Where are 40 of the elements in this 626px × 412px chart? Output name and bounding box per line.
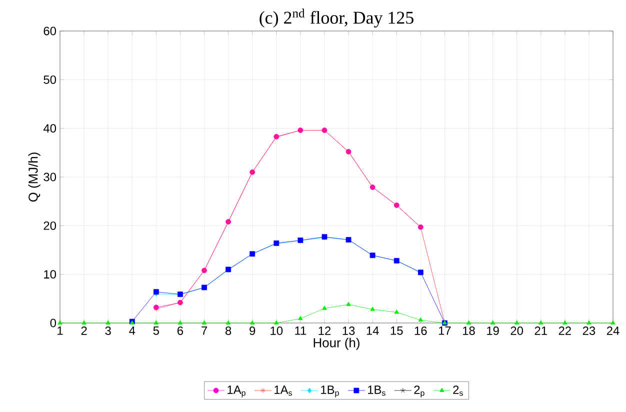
y-tick-label: 50 [44, 75, 56, 84]
x-tick-label: 21 [534, 326, 547, 335]
y-tick-label: 30 [44, 172, 56, 182]
x-tick-label: 14 [366, 326, 379, 335]
x-tick-label: 10 [270, 326, 283, 335]
y-axis-title: Q (MJ/h) [28, 152, 40, 202]
x-tick-label: 8 [226, 326, 232, 335]
y-tick-label: 0 [50, 318, 56, 328]
x-tick-label: 18 [463, 326, 475, 335]
x-tick-label: 17 [438, 326, 451, 335]
x-tick-label: 12 [318, 326, 331, 335]
x-tick-label: 15 [390, 326, 403, 335]
chart-title: (c) 2$^{nd}$ floor, Day 125 [260, 8, 414, 28]
x-tick-label: 4 [129, 326, 136, 335]
y-tick-label: 20 [44, 221, 56, 230]
y-tick-label: 60 [44, 26, 56, 36]
x-tick-label: 19 [487, 326, 499, 335]
x-axis-title: Hour (h) [314, 338, 360, 350]
y-tick-label: 10 [44, 270, 56, 279]
x-tick-label: 20 [510, 326, 524, 335]
x-tick-label: 11 [295, 326, 306, 335]
x-tick-label: 6 [178, 326, 184, 335]
y-tick-label: 40 [43, 124, 56, 133]
x-tick-label: 1 [58, 326, 63, 335]
x-tick-label: 9 [250, 326, 256, 335]
x-tick-label: 7 [202, 326, 207, 335]
legend-label: 1A$_{s}$ [274, 386, 292, 396]
legend-label: 1B$_{p}$ [321, 386, 339, 398]
x-tick-label: 2 [81, 326, 87, 335]
legend-label: 2$_{s}$ [453, 386, 463, 396]
x-tick-label: 16 [414, 326, 427, 335]
x-tick-label: 5 [153, 326, 159, 335]
x-tick-label: 3 [105, 326, 111, 335]
x-tick-label: 23 [582, 326, 596, 335]
legend-label: 1A$_{p}$ [228, 386, 246, 398]
x-tick-label: 24 [606, 326, 620, 335]
legend-label: 2$_{p}$ [414, 386, 424, 398]
x-tick-label: 13 [342, 326, 355, 335]
legend-label: 1B$_{s}$ [368, 386, 386, 396]
x-tick-label: 22 [558, 326, 571, 335]
